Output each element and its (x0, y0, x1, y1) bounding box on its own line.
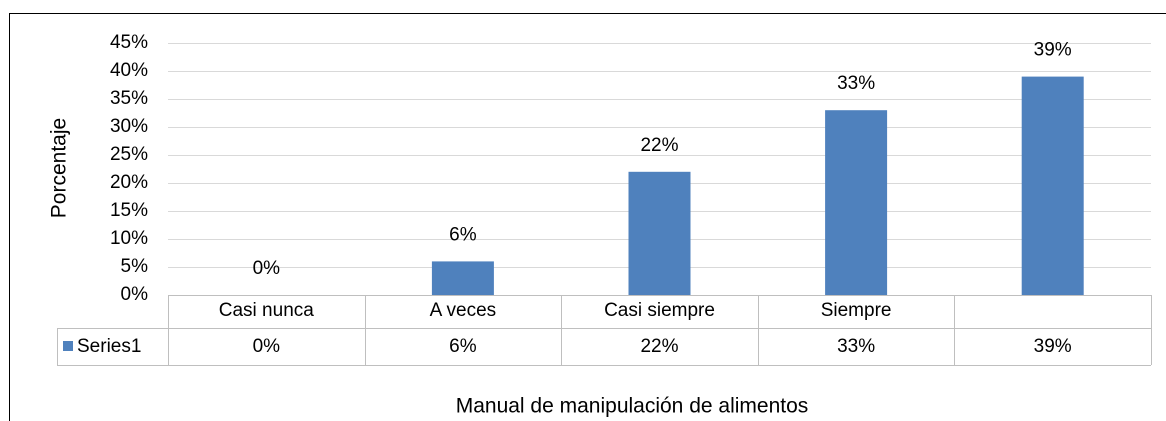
legend-label: Series1 (77, 336, 141, 357)
data-label: 6% (449, 224, 477, 245)
table-value: 0% (253, 336, 281, 357)
y-tick-label: 0% (121, 284, 149, 305)
y-tick-label: 25% (110, 144, 148, 165)
data-label: 0% (253, 258, 281, 279)
x-tick-label: Casi nunca (219, 300, 314, 321)
table-value: 6% (449, 336, 477, 357)
bar (1021, 76, 1084, 295)
bar (628, 171, 691, 295)
y-tick-label: 20% (110, 172, 148, 193)
legend-swatch (63, 341, 73, 351)
table-value: 39% (1034, 336, 1072, 357)
y-tick-label: 15% (110, 200, 148, 221)
chart-border (9, 13, 1166, 421)
y-tick-label: 30% (110, 116, 148, 137)
x-axis-title: Manual de manipulación de alimentos (456, 395, 809, 418)
y-axis-title: Porcentaje (48, 118, 71, 218)
data-label: 33% (837, 73, 875, 94)
bar (431, 261, 494, 295)
data-label: 39% (1034, 40, 1072, 61)
y-tick-label: 35% (110, 88, 148, 109)
data-label: 22% (640, 135, 678, 156)
x-tick-label: A veces (430, 300, 497, 321)
x-tick-label: Siempre (821, 300, 892, 321)
y-tick-label: 40% (110, 60, 148, 81)
x-tick-label: Casi siempre (604, 300, 715, 321)
bar (825, 110, 888, 295)
table-value: 22% (640, 336, 678, 357)
y-tick-label: 5% (121, 256, 149, 277)
y-tick-label: 10% (110, 228, 148, 249)
table-value: 33% (837, 336, 875, 357)
y-tick-label: 45% (110, 32, 148, 53)
